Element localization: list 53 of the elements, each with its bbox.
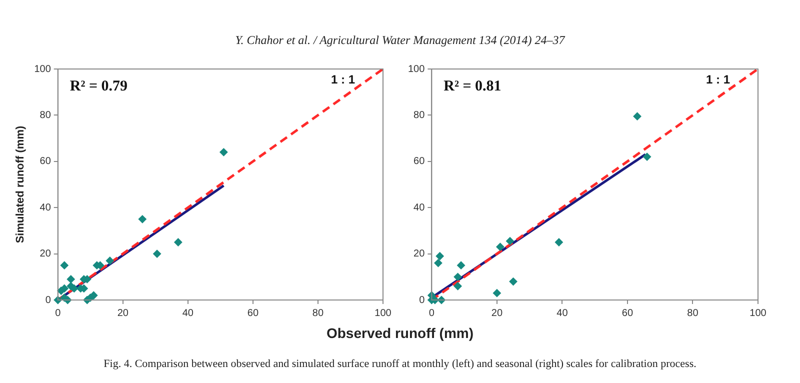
y-tick-label: 20 bbox=[40, 248, 52, 260]
point bbox=[90, 291, 98, 300]
x-tick-label: 80 bbox=[687, 308, 699, 319]
point bbox=[633, 112, 642, 120]
point bbox=[454, 282, 462, 290]
x-tick-label: 60 bbox=[622, 308, 634, 319]
y-axis-title: Simulated runoff (mm) bbox=[14, 126, 27, 244]
y-tick-label: 20 bbox=[414, 248, 426, 260]
annotation: 1 : 1 bbox=[706, 72, 730, 86]
x-tick-label: 0 bbox=[428, 308, 435, 319]
y-tick-label: 0 bbox=[419, 294, 426, 306]
y-tick-label: 40 bbox=[414, 202, 426, 214]
y-tick-label: 60 bbox=[414, 156, 426, 168]
annotation: R² = 0.81 bbox=[444, 78, 502, 94]
annotation: 1 : 1 bbox=[330, 72, 356, 86]
point bbox=[643, 152, 652, 161]
caption: Fig. 4. Comparison between observed and simulated surface runoff at monthly (left) and seasonal (right) scales for calibration process. bbox=[102, 358, 698, 370]
y-tick-label: 80 bbox=[414, 110, 426, 121]
point bbox=[509, 278, 518, 286]
point bbox=[153, 250, 162, 258]
y-tick-label: 40 bbox=[40, 202, 52, 214]
y-tick-label: 100 bbox=[408, 64, 426, 75]
point bbox=[506, 237, 514, 246]
point bbox=[434, 259, 442, 268]
point bbox=[454, 272, 462, 281]
x-tick-label: 0 bbox=[55, 308, 62, 319]
y-tick-label: 100 bbox=[34, 64, 52, 75]
point bbox=[66, 275, 75, 284]
point bbox=[138, 215, 146, 224]
y-tick-label: 80 bbox=[40, 110, 52, 121]
point bbox=[220, 148, 228, 156]
point bbox=[457, 261, 466, 270]
x-tick-label: 40 bbox=[556, 308, 568, 319]
x-tick-label: 20 bbox=[491, 308, 503, 319]
point bbox=[492, 289, 501, 298]
x-axis-title: Observed runoff (mm) bbox=[325, 325, 474, 341]
chart-title: Y. Chahor et al. / Agricultural Water Management 134 (2014) 24–37 bbox=[234, 33, 566, 48]
x-tick-label: 20 bbox=[117, 308, 129, 319]
annotation: R² = 0.79 bbox=[70, 78, 128, 94]
point bbox=[496, 242, 504, 251]
point bbox=[106, 256, 114, 265]
x-tick-label: 80 bbox=[312, 308, 324, 319]
x-tick-label: 100 bbox=[750, 308, 767, 319]
point bbox=[174, 238, 182, 246]
point bbox=[70, 284, 78, 292]
x-tick-label: 100 bbox=[374, 308, 392, 319]
y-tick-label: 60 bbox=[40, 156, 52, 168]
point bbox=[60, 261, 68, 270]
x-tick-label: 60 bbox=[247, 308, 259, 319]
x-tick-label: 40 bbox=[182, 308, 194, 319]
point bbox=[554, 238, 563, 246]
point bbox=[436, 252, 444, 260]
y-tick-label: 0 bbox=[45, 294, 52, 306]
